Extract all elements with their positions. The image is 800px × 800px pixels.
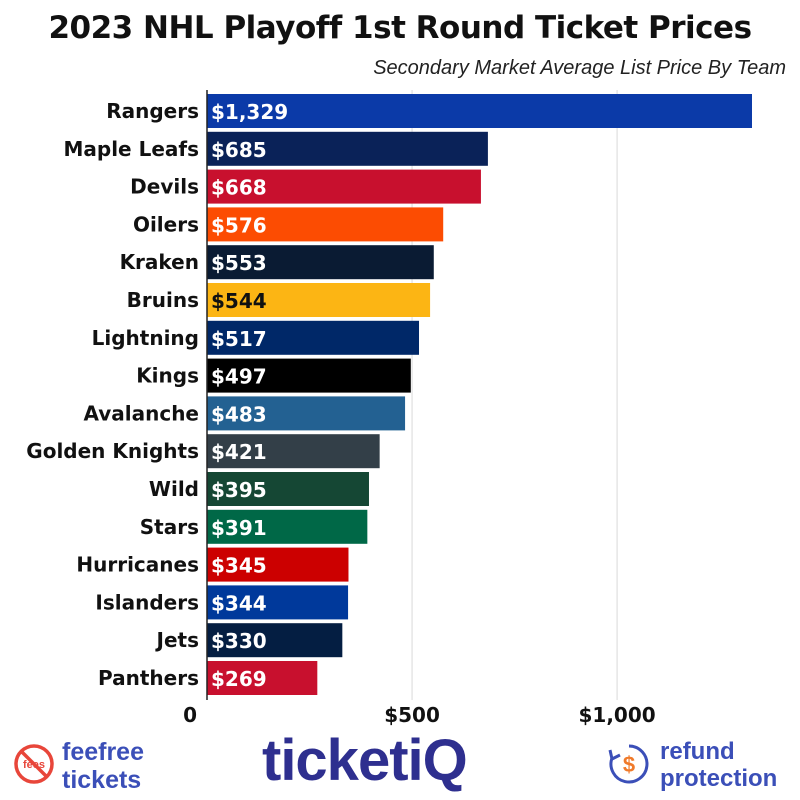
category-label-stars: Stars [140, 515, 199, 539]
data-label-bruins: $544 [211, 289, 267, 313]
bar-islanders [207, 585, 349, 620]
data-label-avalanche: $483 [211, 402, 267, 426]
data-label-lightning: $517 [211, 327, 267, 351]
category-label-lightning: Lightning [92, 326, 199, 350]
category-label-rangers: Rangers [106, 99, 199, 123]
data-label-maple-leafs: $685 [211, 138, 267, 162]
bar-kings [207, 358, 411, 393]
refund-protection-logo: $ refund protection [606, 738, 796, 793]
bar-chart: $1,329 Rangers $685 Maple Leafs $668 Devils $5… [26, 90, 752, 727]
bar-golden-knights [207, 434, 380, 469]
category-label-kings: Kings [136, 364, 199, 388]
no-fees-icon: fees [14, 744, 54, 784]
data-label-kings: $497 [211, 365, 267, 389]
bar-kraken [207, 245, 434, 280]
bar-hurricanes [207, 547, 349, 582]
chart-title: 2023 NHL Playoff 1st Round Ticket Prices [48, 10, 752, 46]
fee-badge-text: fees [23, 759, 45, 771]
category-label-avalanche: Avalanche [83, 401, 199, 425]
data-label-hurricanes: $345 [211, 554, 267, 578]
category-label-wild: Wild [149, 477, 199, 501]
category-label-maple-leafs: Maple Leafs [63, 137, 199, 161]
feefree-text: feefree tickets [62, 738, 144, 794]
bar-devils [207, 169, 481, 204]
data-label-rangers: $1,329 [211, 100, 288, 124]
data-label-devils: $668 [211, 176, 267, 200]
category-label-islanders: Islanders [95, 590, 199, 614]
bar-stars [207, 509, 368, 544]
x-tick-label-2: $1,000 [578, 703, 655, 727]
bar-jets [207, 623, 343, 658]
ticketiq-wordmark: ticketiQ [262, 728, 468, 793]
category-label-jets: Jets [155, 628, 199, 652]
bar-maple-leafs [207, 131, 488, 166]
bar-bruins [207, 283, 431, 317]
refund-text: refund protection [660, 738, 777, 792]
bar-avalanche [207, 396, 406, 431]
category-label-devils: Devils [130, 175, 199, 199]
category-label-oilers: Oilers [133, 212, 199, 236]
data-label-oilers: $576 [211, 213, 267, 237]
bar-lightning [207, 320, 420, 355]
chart-subtitle: Secondary Market Average List Price By T… [373, 57, 786, 79]
x-tick-label-1: $500 [384, 703, 440, 727]
data-label-wild: $395 [211, 478, 267, 502]
data-label-panthers: $269 [211, 667, 267, 691]
footer: fees feefree tickets ticketiQ $ refund p… [0, 728, 800, 800]
category-label-golden-knights: Golden Knights [26, 439, 199, 463]
feefree-line1: feefree [62, 738, 144, 766]
data-label-kraken: $553 [211, 251, 267, 275]
feefree-line2: tickets [62, 766, 142, 794]
ticketiq-logo: ticketiQ [262, 728, 468, 798]
bar-wild [207, 472, 369, 506]
bar-rangers [207, 94, 752, 128]
data-label-stars: $391 [211, 516, 267, 540]
category-label-panthers: Panthers [98, 666, 199, 690]
category-label-bruins: Bruins [127, 288, 199, 312]
refund-dollar-icon: $ [608, 744, 649, 784]
bar-oilers [207, 207, 444, 242]
bar-panthers [207, 661, 318, 695]
category-label-hurricanes: Hurricanes [76, 553, 199, 577]
data-label-islanders: $344 [211, 591, 267, 615]
data-label-golden-knights: $421 [211, 440, 267, 464]
category-label-kraken: Kraken [120, 250, 199, 274]
x-tick-label-0: 0 [183, 703, 197, 727]
feefree-tickets-logo: fees feefree tickets [12, 738, 172, 794]
svg-text:$: $ [623, 752, 635, 777]
refund-line1: refund [660, 738, 735, 765]
refund-line2: protection [660, 765, 778, 792]
data-label-jets: $330 [211, 629, 267, 653]
